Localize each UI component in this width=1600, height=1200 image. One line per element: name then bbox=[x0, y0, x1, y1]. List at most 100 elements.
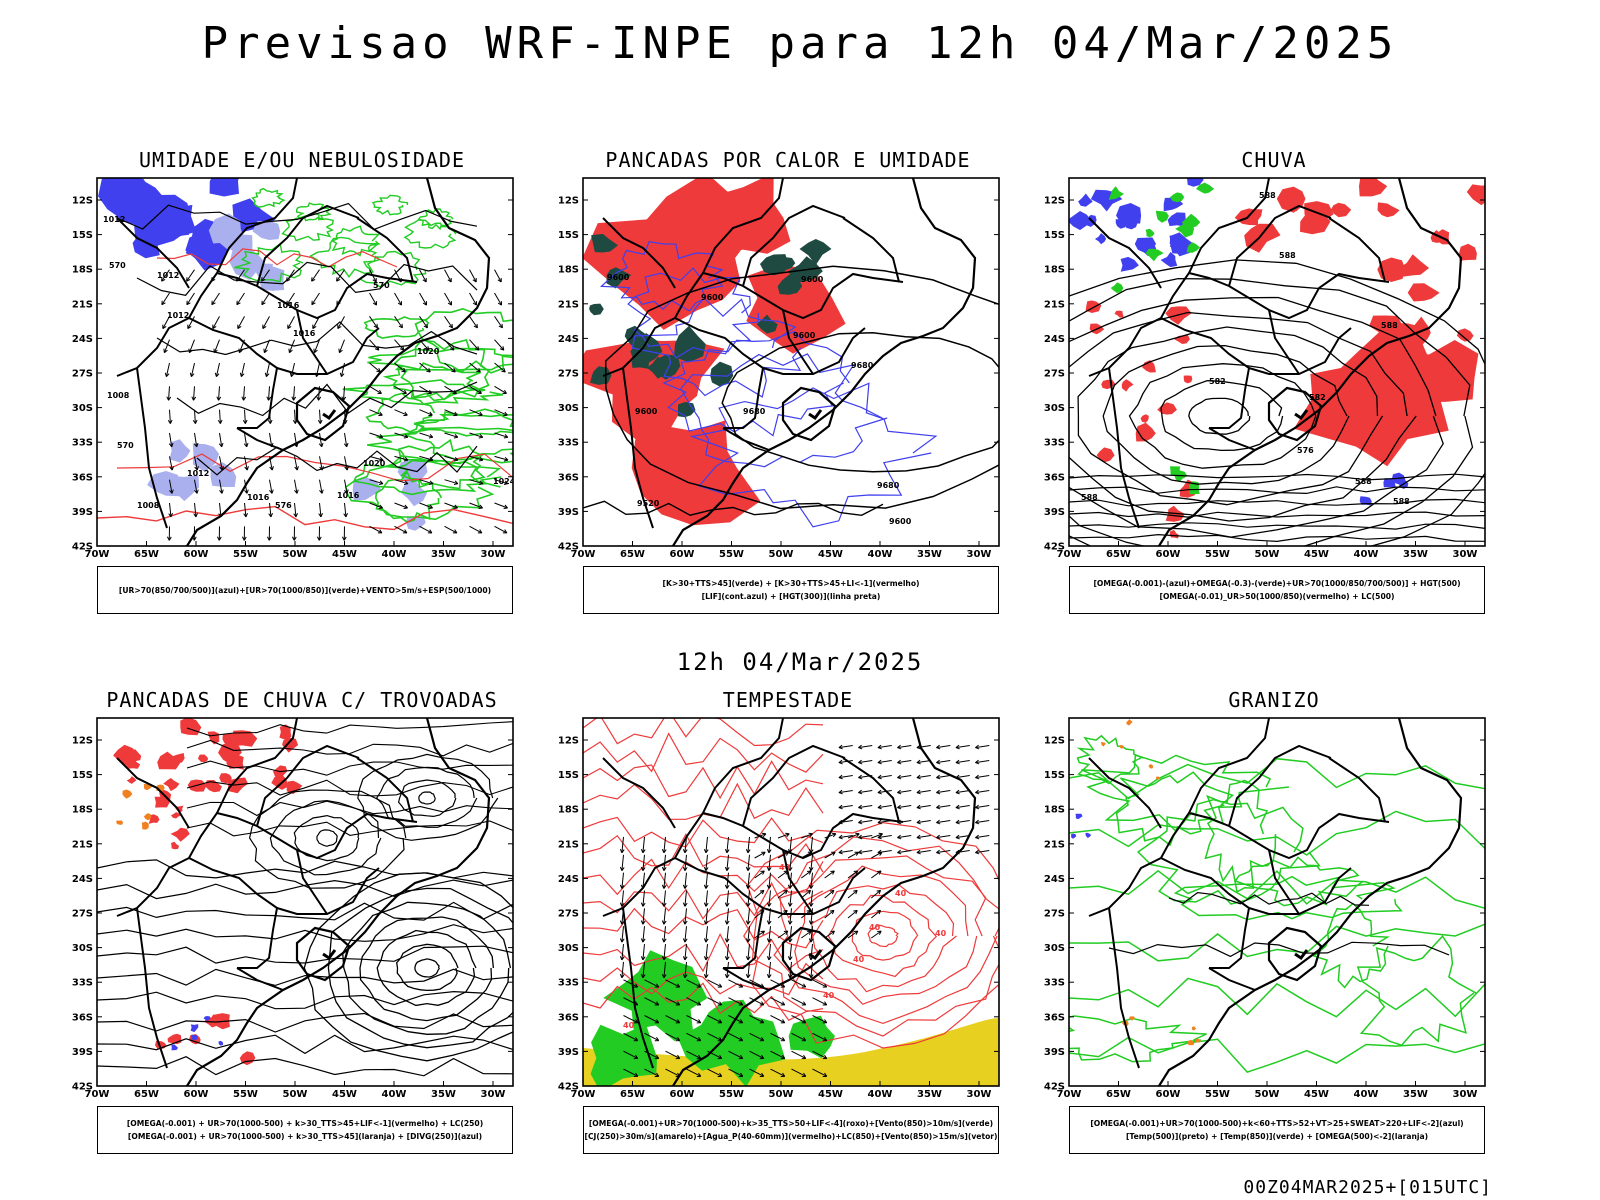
contour-label: 1008 bbox=[107, 391, 130, 400]
lon-tick-label: 70W bbox=[571, 549, 596, 560]
wind-vectors bbox=[161, 269, 509, 541]
contour-label: 570 bbox=[117, 441, 134, 450]
contour-label: 9680 bbox=[851, 361, 874, 370]
lon-tick-label: 30W bbox=[1453, 549, 1478, 560]
lon-tick-label: 40W bbox=[382, 1089, 407, 1100]
lat-tick-label: 21S bbox=[1044, 299, 1065, 310]
lat-tick-label: 24S bbox=[558, 334, 579, 345]
lat-tick-label: 33S bbox=[1044, 978, 1065, 989]
lat-tick-label: 18S bbox=[558, 265, 579, 276]
lon-tick-label: 45W bbox=[1304, 1089, 1329, 1100]
contour-label: 588 bbox=[1381, 321, 1398, 330]
lat-tick-label: 42S bbox=[1044, 542, 1065, 553]
contour-label: 40 bbox=[623, 1021, 635, 1030]
lat-tick-label: 39S bbox=[558, 507, 579, 518]
political-borders bbox=[602, 178, 904, 529]
lon-tick-label: 45W bbox=[818, 549, 843, 560]
legend-line: [OMEGA(-0.001)-(azul)+OMEGA(-0.3)-(verde… bbox=[1093, 579, 1461, 588]
legend-box: [OMEGA(-0.001) + UR>70(1000-500) + k>30_… bbox=[97, 1106, 513, 1154]
lon-tick-label: 50W bbox=[769, 1089, 794, 1100]
lat-tick-label: 36S bbox=[1044, 1012, 1065, 1023]
legend-line: [OMEGA(-0.001) + UR>70(1000-500) + k>30_… bbox=[126, 1119, 484, 1128]
lat-tick-label: 27S bbox=[558, 369, 579, 380]
lat-tick-label: 39S bbox=[558, 1047, 579, 1058]
contour-label: 9680 bbox=[743, 407, 766, 416]
contour-label: 40 bbox=[823, 991, 835, 1000]
contour-label: 9680 bbox=[877, 481, 900, 490]
panel-title: UMIDADE E/OU NEBULOSIDADE bbox=[138, 148, 466, 172]
lat-tick-label: 30S bbox=[558, 943, 579, 954]
lon-tick-label: 70W bbox=[85, 1089, 110, 1100]
lon-tick-label: 60W bbox=[670, 549, 695, 560]
lon-tick-label: 30W bbox=[481, 549, 506, 560]
map-field bbox=[97, 718, 513, 1086]
lon-tick-label: 55W bbox=[1205, 549, 1230, 560]
legend-box: [OMEGA(-0.001)+UR>70(1000-500)+k<60+TTS>… bbox=[1069, 1106, 1485, 1154]
lon-tick-label: 55W bbox=[233, 1089, 258, 1100]
footer-timestamp: 00Z04MAR2025+[015UTC] bbox=[1243, 1177, 1492, 1198]
panel-tempestade: TEMPESTADE 40 40 40 40 40 40 40 12S 15S 18S 21S 24S 2… bbox=[548, 688, 1028, 1178]
lat-tick-label: 18S bbox=[72, 805, 93, 816]
contour-label: 40 bbox=[869, 923, 881, 932]
uruguay-outline bbox=[781, 386, 837, 442]
political-borders bbox=[1088, 178, 1390, 529]
map-frame bbox=[96, 717, 514, 1087]
lat-tick-label: 39S bbox=[1044, 1047, 1065, 1058]
lat-tick-label: 24S bbox=[558, 874, 579, 885]
lon-tick-label: 35W bbox=[1403, 1089, 1428, 1100]
lon-tick-label: 45W bbox=[332, 1089, 357, 1100]
legend-line: [OMEGA(-0.001)+UR>70(1000-500)+k<60+TTS>… bbox=[1090, 1119, 1464, 1128]
lat-tick-label: 12S bbox=[558, 196, 579, 207]
contour-label: 1016 bbox=[337, 491, 360, 500]
lat-tick-label: 33S bbox=[558, 978, 579, 989]
lat-tick-label: 18S bbox=[558, 805, 579, 816]
lat-tick-label: 30S bbox=[1044, 943, 1065, 954]
coastline bbox=[672, 178, 977, 546]
lon-tick-label: 30W bbox=[967, 549, 992, 560]
contour-label: 570 bbox=[109, 261, 126, 270]
uruguay-outline bbox=[295, 386, 351, 442]
lat-tick-label: 30S bbox=[72, 403, 93, 414]
panel-title: PANCADAS DE CHUVA C/ TROVOADAS bbox=[106, 688, 498, 712]
lat-tick-label: 21S bbox=[72, 299, 93, 310]
lat-tick-label: 15S bbox=[1044, 230, 1065, 241]
lat-tick-label: 27S bbox=[558, 909, 579, 920]
lon-tick-label: 35W bbox=[431, 1089, 456, 1100]
lon-tick-label: 35W bbox=[431, 549, 456, 560]
lat-tick-label: 15S bbox=[558, 230, 579, 241]
lon-tick-label: 65W bbox=[134, 1089, 159, 1100]
lat-tick-label: 33S bbox=[72, 978, 93, 989]
lon-tick-label: 40W bbox=[868, 549, 893, 560]
lon-tick-label: 35W bbox=[917, 549, 942, 560]
lat-tick-label: 21S bbox=[558, 299, 579, 310]
panel-pancadas_calor: PANCADAS POR CALOR E UMIDADE 9600 9600 9600… bbox=[548, 148, 1028, 638]
contour-label: 1024 bbox=[493, 477, 516, 486]
lat-tick-label: 33S bbox=[1044, 438, 1065, 449]
panel-trovoadas: PANCADAS DE CHUVA C/ TROVOADAS 12S 15S 18S 2… bbox=[62, 688, 542, 1178]
lat-tick-label: 39S bbox=[1044, 507, 1065, 518]
contour-label: 40 bbox=[779, 863, 791, 872]
lat-tick-label: 27S bbox=[72, 909, 93, 920]
lon-tick-label: 70W bbox=[1057, 1089, 1082, 1100]
map-frame bbox=[1068, 717, 1486, 1087]
contour-label: 582 bbox=[1209, 377, 1226, 386]
map-frame bbox=[96, 177, 514, 547]
legend-line: [LIF](cont.azul) + [HGT(300)](linha pret… bbox=[701, 592, 881, 601]
lon-tick-label: 55W bbox=[719, 549, 744, 560]
lat-tick-label: 42S bbox=[1044, 1082, 1065, 1093]
coastline bbox=[186, 718, 491, 1086]
contour-label: 1012 bbox=[157, 271, 179, 280]
contour-label: 40 bbox=[935, 929, 947, 938]
lon-tick-label: 60W bbox=[1156, 549, 1181, 560]
panel-umidade: UMIDADE E/OU NEBULOSIDADE 1012 1012 1016 101… bbox=[62, 148, 542, 638]
contour-label: 9600 bbox=[793, 331, 816, 340]
map-field: 588 588 588 582 582 576 588 588 588 bbox=[1069, 178, 1485, 546]
lon-tick-label: 50W bbox=[1255, 549, 1280, 560]
lat-tick-label: 18S bbox=[1044, 265, 1065, 276]
lon-tick-label: 55W bbox=[233, 549, 258, 560]
legend-line: [OMEGA(-0.01)_UR>50(1000/850)(vermelho) … bbox=[1159, 592, 1395, 601]
lon-tick-label: 30W bbox=[1453, 1089, 1478, 1100]
panel-chuva: CHUVA 588 588 588 582 582 576 588 588 588 12S 15S 18… bbox=[1034, 148, 1514, 638]
